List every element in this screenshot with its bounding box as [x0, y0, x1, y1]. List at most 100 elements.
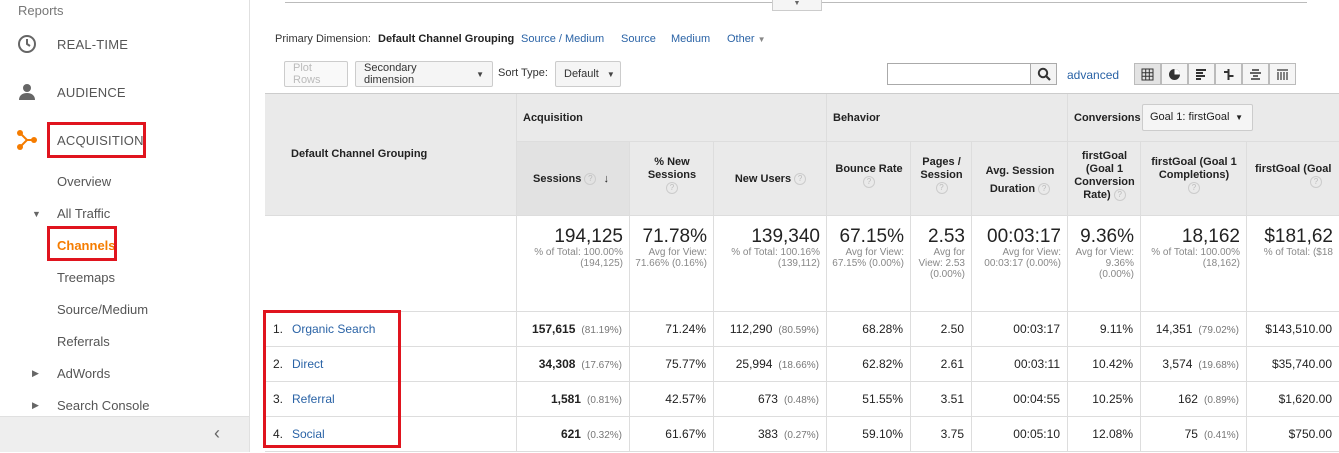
sort-type-label: Sort Type:	[498, 67, 548, 79]
help-icon: ?	[794, 173, 807, 186]
table-cell-bounce: 62.82%	[827, 347, 911, 382]
collapsed-arrow-icon[interactable]: ▶	[32, 400, 39, 410]
advanced-filter-link[interactable]: advanced	[1067, 68, 1120, 82]
col-new-sessions[interactable]: % New Sessions?	[630, 142, 714, 216]
search-icon	[1037, 67, 1051, 81]
totals-label-cell	[265, 216, 517, 312]
dropdown-caret-icon: ▼	[606, 69, 615, 79]
table-cell-conv-rate: 10.42%	[1068, 347, 1141, 382]
search-button[interactable]	[1030, 63, 1057, 85]
total-new-sessions: 71.78% Avg for View: 71.66% (0.16%)	[630, 216, 714, 312]
table-cell-completions: 14,351 (79.02%)	[1141, 312, 1247, 347]
table-cell-pages: 2.61	[911, 347, 972, 382]
goal-select-dropdown[interactable]: Goal 1: firstGoal ▼	[1142, 104, 1253, 131]
reports-header: Reports	[18, 3, 64, 18]
grid-icon	[1141, 68, 1154, 80]
acquisition-icon	[16, 129, 38, 151]
person-icon	[16, 81, 38, 103]
group-conversions: Conversions Goal 1: firstGoal ▼	[1068, 94, 1339, 142]
sidebar: Reports REAL-TIME AUDIENCE ACQUISITION O…	[0, 0, 250, 452]
group-acquisition: Acquisition	[517, 94, 827, 142]
table-cell-value: $750.00	[1247, 417, 1339, 452]
table-cell-bounce: 68.28%	[827, 312, 911, 347]
table-cell-pages: 3.51	[911, 382, 972, 417]
view-comparison-button[interactable]	[1215, 63, 1242, 85]
view-performance-button[interactable]	[1188, 63, 1215, 85]
secondary-dimension-dropdown[interactable]: Secondary dimension ▼	[355, 61, 493, 87]
table-cell-bounce: 59.10%	[827, 417, 911, 452]
main-content: ▼ Primary Dimension: Default Channel Gro…	[250, 0, 1339, 452]
highlight-acquisition	[47, 122, 146, 158]
table-cell-new-users: 383 (0.27%)	[714, 417, 827, 452]
total-bounce-rate: 67.15% Avg for View: 67.15% (0.00%)	[827, 216, 911, 312]
expanded-arrow-icon[interactable]: ▼	[32, 209, 41, 219]
pie-icon	[1169, 68, 1180, 80]
table-cell-value: $1,620.00	[1247, 382, 1339, 417]
channel-link[interactable]: Organic Search	[292, 322, 376, 336]
table-cell-completions: 3,574 (19.68%)	[1141, 347, 1247, 382]
channel-link[interactable]: Direct	[292, 357, 324, 371]
view-table-button[interactable]	[1134, 63, 1161, 85]
nav-audience-label: AUDIENCE	[57, 84, 126, 100]
view-pivot-button[interactable]	[1269, 63, 1296, 85]
col-new-users[interactable]: New Users ?	[714, 142, 827, 216]
col-goal-value[interactable]: firstGoal (Goal?	[1247, 142, 1339, 216]
channel-link[interactable]: Referral	[292, 392, 335, 406]
nav-referrals[interactable]: Referrals	[57, 334, 110, 349]
view-term-cloud-button[interactable]	[1242, 63, 1269, 85]
nav-acquisition[interactable]: ACQUISITION	[0, 125, 249, 155]
nav-adwords[interactable]: AdWords	[57, 366, 111, 381]
view-pie-button[interactable]	[1161, 63, 1188, 85]
dimension-medium[interactable]: Medium	[671, 33, 711, 45]
nav-audience[interactable]: AUDIENCE	[0, 77, 249, 107]
channel-link[interactable]: Social	[292, 427, 325, 441]
help-icon: ?	[1113, 189, 1126, 202]
collapsed-arrow-icon[interactable]: ▶	[32, 368, 39, 378]
dropdown-caret-icon: ▼	[476, 69, 484, 79]
dimension-source[interactable]: Source	[621, 33, 656, 45]
data-table: Default Channel Grouping Acquisition Beh…	[265, 93, 1339, 452]
dropdown-caret-icon: ▼	[757, 35, 766, 44]
nav-source-medium[interactable]: Source/Medium	[57, 302, 149, 317]
nav-treemaps[interactable]: Treemaps	[57, 270, 116, 285]
col-completions[interactable]: firstGoal (Goal 1 Completions)?	[1141, 142, 1247, 216]
chart-expand-handle[interactable]: ▼	[772, 0, 822, 11]
pivot-icon	[1277, 68, 1288, 80]
nav-all-traffic[interactable]: All Traffic	[57, 206, 111, 221]
nav-realtime[interactable]: REAL-TIME	[0, 29, 249, 59]
nav-channels[interactable]: Channels	[57, 238, 116, 253]
table-cell-pages: 3.75	[911, 417, 972, 452]
nav-search-console[interactable]: Search Console	[57, 398, 150, 413]
dimension-other[interactable]: Other ▼	[727, 33, 766, 45]
help-icon: ?	[863, 176, 875, 189]
total-new-users: 139,340% of Total: 100.16% (139,112)	[714, 216, 827, 312]
chevron-left-icon: ‹	[214, 423, 220, 443]
col-sessions[interactable]: Sessions ? ↓	[517, 142, 630, 216]
nav-overview[interactable]: Overview	[57, 174, 112, 189]
table-cell-new-users: 112,290 (80.59%)	[714, 312, 827, 347]
table-cell-new-users: 673 (0.48%)	[714, 382, 827, 417]
table-cell-conv-rate: 10.25%	[1068, 382, 1141, 417]
clock-icon	[16, 33, 38, 55]
col-avg-session-duration[interactable]: Avg. Session Duration ?	[972, 142, 1068, 216]
table-cell-completions: 75 (0.41%)	[1141, 417, 1247, 452]
help-icon: ?	[1188, 182, 1200, 195]
table-search-input[interactable]	[887, 63, 1031, 85]
collapse-sidebar-button[interactable]: ‹	[0, 416, 249, 452]
sort-type-dropdown[interactable]: Default ▼	[555, 61, 621, 87]
term-cloud-icon	[1250, 68, 1261, 80]
dimension-header[interactable]: Default Channel Grouping	[265, 94, 517, 216]
plot-rows-button[interactable]: Plot Rows	[284, 61, 348, 87]
comparison-icon	[1224, 68, 1234, 80]
col-pages-session[interactable]: Pages / Session?	[911, 142, 972, 216]
col-conversion-rate[interactable]: firstGoal (Goal 1 Conversion Rate) ?	[1068, 142, 1141, 216]
group-behavior: Behavior	[827, 94, 1068, 142]
row-number: 3.	[273, 392, 284, 406]
help-icon: ?	[1310, 176, 1322, 189]
table-cell-new-users: 25,994 (18.66%)	[714, 347, 827, 382]
dimension-source-medium[interactable]: Source / Medium	[521, 33, 605, 45]
row-number: 1.	[273, 322, 284, 336]
col-bounce-rate[interactable]: Bounce Rate?	[827, 142, 911, 216]
table-cell-sessions: 1,581 (0.81%)	[517, 382, 630, 417]
row-number: 2.	[273, 357, 284, 371]
